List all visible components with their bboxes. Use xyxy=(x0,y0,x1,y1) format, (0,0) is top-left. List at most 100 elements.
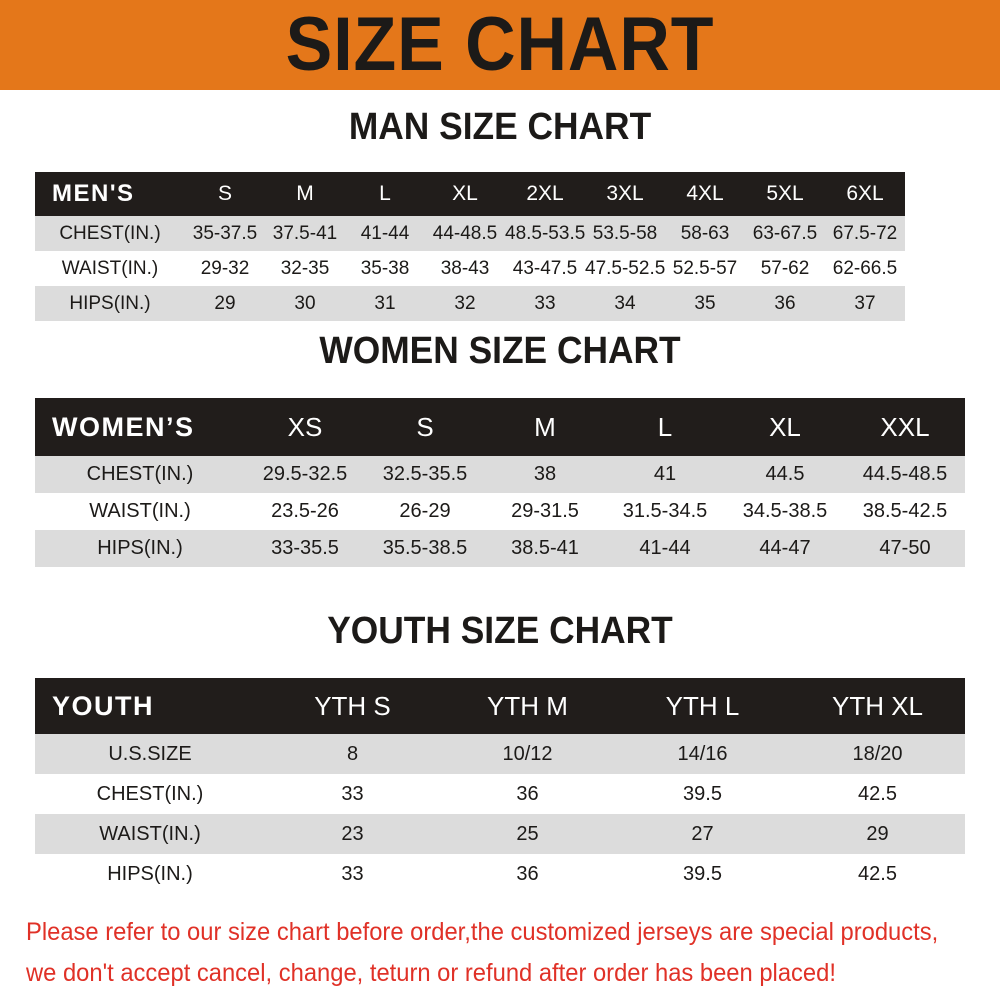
youth-cell-r4-c4: 42.5 xyxy=(858,862,897,885)
men-column-header-8: 5XL xyxy=(766,182,804,205)
youth-table-head: YOUTH YTH S YTH M YTH L YTH XL xyxy=(35,678,965,734)
men-cell-r3-c4: 32 xyxy=(454,292,476,314)
youth-cell-r3-c4: 29 xyxy=(866,822,889,845)
women-table-body: CHEST(IN.) 29.5-32.5 32.5-35.5 38 41 44.5 44.5… xyxy=(35,456,965,567)
women-column-header-1: XS xyxy=(287,411,323,442)
men-column-header-3: L xyxy=(379,182,391,205)
youth-cell-r2-c2: 36 xyxy=(516,782,539,805)
men-cell-r3-c3: 31 xyxy=(374,292,396,314)
women-cell-r3-c2: 35.5-38.5 xyxy=(382,537,468,559)
men-row-label-1: CHEST(IN.) xyxy=(59,222,161,244)
women-cell-r3-c5: 44-47 xyxy=(759,537,811,559)
order-policy-line-1: Please refer to our size chart before or… xyxy=(26,918,939,946)
men-cell-r1-c4: 44-48.5 xyxy=(432,222,498,244)
men-cell-r1-c5: 48.5-53.5 xyxy=(505,222,586,244)
men-cell-r2-c6: 47.5-52.5 xyxy=(585,257,666,279)
men-cell-r3-c2: 30 xyxy=(294,292,316,314)
men-cell-r1-c3: 41-44 xyxy=(360,222,410,244)
women-cell-r1-c6: 44.5-48.5 xyxy=(862,463,948,485)
men-cell-r3-c1: 29 xyxy=(214,292,236,314)
women-column-header-6: XXL xyxy=(880,411,930,442)
table-row: WAIST(IN.) 23 25 27 29 xyxy=(35,814,965,854)
women-size-table: WOMEN’S XS S M L XL XXL CHEST(IN.) 29.5-32.5 32.… xyxy=(35,398,965,567)
table-header-row: YOUTH YTH S YTH M YTH L YTH XL xyxy=(35,678,965,734)
men-cell-r2-c9: 62-66.5 xyxy=(832,257,898,279)
men-cell-r2-c1: 29-32 xyxy=(200,257,250,279)
table-row: HIPS(IN.) 33-35.5 35.5-38.5 38.5-41 41-44 44-… xyxy=(35,530,965,567)
table-row: HIPS(IN.) 29 30 31 32 33 34 35 36 37 xyxy=(35,286,905,321)
youth-row-label-2: CHEST(IN.) xyxy=(96,782,204,805)
women-cell-r3-c4: 41-44 xyxy=(639,537,691,559)
youth-cell-r1-c3: 14/16 xyxy=(677,742,728,765)
men-cell-r2-c5: 43-47.5 xyxy=(512,257,578,279)
women-cell-r2-c1: 23.5-26 xyxy=(271,500,339,522)
men-size-table: MEN'S S M L XL 2XL 3XL 4XL 5XL 6XL CHEST(IN.) 35-3… xyxy=(35,172,905,321)
men-cell-r3-c6: 34 xyxy=(614,292,636,314)
youth-column-header-3: YTH L xyxy=(665,690,740,721)
man-section-heading: MAN SIZE CHART xyxy=(348,106,652,148)
table-row: CHEST(IN.) 33 36 39.5 42.5 xyxy=(35,774,965,814)
table-header-row: MEN'S S M L XL 2XL 3XL 4XL 5XL 6XL xyxy=(35,172,905,216)
men-column-header-4: XL xyxy=(452,182,478,205)
order-policy-line-2: we don't accept cancel, change, teturn o… xyxy=(26,959,836,987)
youth-row-label-1: U.S.SIZE xyxy=(108,742,192,765)
men-cell-r2-c3: 35-38 xyxy=(360,257,410,279)
women-column-header-4: L xyxy=(657,411,673,442)
women-cell-r3-c3: 38.5-41 xyxy=(511,537,579,559)
youth-cell-r4-c2: 36 xyxy=(516,862,539,885)
men-column-header-9: 6XL xyxy=(846,182,884,205)
women-cell-r1-c2: 32.5-35.5 xyxy=(382,463,468,485)
men-cell-r1-c9: 67.5-72 xyxy=(832,222,898,244)
women-cell-r2-c5: 34.5-38.5 xyxy=(742,500,828,522)
women-cell-r1-c3: 38 xyxy=(533,463,557,485)
youth-cell-r1-c2: 10/12 xyxy=(502,742,553,765)
men-column-header-7: 4XL xyxy=(686,182,724,205)
women-section-heading: WOMEN SIZE CHART xyxy=(319,330,681,372)
men-row-label-3: HIPS(IN.) xyxy=(69,292,151,314)
youth-cell-r1-c4: 18/20 xyxy=(852,742,903,765)
table-row: WAIST(IN.) 29-32 32-35 35-38 38-43 43-47.5 47.… xyxy=(35,251,905,286)
men-cell-r2-c2: 32-35 xyxy=(280,257,330,279)
men-cell-r1-c2: 37.5-41 xyxy=(272,222,338,244)
youth-section-heading: YOUTH SIZE CHART xyxy=(327,610,673,652)
men-cell-r3-c7: 35 xyxy=(694,292,716,314)
women-row-label-2: WAIST(IN.) xyxy=(89,500,191,522)
women-column-header-5: XL xyxy=(769,411,801,442)
men-cell-r3-c5: 33 xyxy=(534,292,556,314)
men-row-label-2: WAIST(IN.) xyxy=(61,257,159,279)
men-cell-r1-c8: 63-67.5 xyxy=(752,222,818,244)
youth-cell-r2-c1: 33 xyxy=(341,782,364,805)
table-row: WAIST(IN.) 23.5-26 26-29 29-31.5 31.5-34.5 34… xyxy=(35,493,965,530)
men-cell-r1-c6: 53.5-58 xyxy=(592,222,658,244)
page-title: SIZE CHART xyxy=(285,2,715,87)
men-column-header-6: 3XL xyxy=(606,182,644,205)
youth-cell-r4-c3: 39.5 xyxy=(683,862,722,885)
youth-cell-r1-c1: 8 xyxy=(346,742,359,765)
youth-column-header-1: YTH S xyxy=(314,690,391,721)
table-row: U.S.SIZE 8 10/12 14/16 18/20 xyxy=(35,734,965,774)
men-cell-r3-c9: 37 xyxy=(854,292,876,314)
page-banner: SIZE CHART xyxy=(0,0,1000,90)
men-table-corner-label: MEN'S xyxy=(52,180,135,207)
women-table-corner-label: WOMEN’S xyxy=(52,411,195,442)
women-cell-r2-c3: 29-31.5 xyxy=(511,500,579,522)
women-cell-r3-c1: 33-35.5 xyxy=(271,537,339,559)
youth-row-label-3: WAIST(IN.) xyxy=(99,822,201,845)
women-cell-r2-c2: 26-29 xyxy=(399,500,451,522)
table-header-row: WOMEN’S XS S M L XL XXL xyxy=(35,398,965,456)
youth-cell-r2-c3: 39.5 xyxy=(683,782,722,805)
youth-column-header-2: YTH M xyxy=(487,690,568,721)
women-row-label-1: CHEST(IN.) xyxy=(86,463,194,485)
women-table-head: WOMEN’S XS S M L XL XXL xyxy=(35,398,965,456)
women-cell-r1-c5: 44.5 xyxy=(765,463,805,485)
women-cell-r2-c4: 31.5-34.5 xyxy=(622,500,708,522)
youth-cell-r3-c3: 27 xyxy=(691,822,714,845)
table-row: HIPS(IN.) 33 36 39.5 42.5 xyxy=(35,854,965,894)
table-row: CHEST(IN.) 29.5-32.5 32.5-35.5 38 41 44.5 44.5… xyxy=(35,456,965,493)
men-cell-r1-c1: 35-37.5 xyxy=(192,222,258,244)
youth-cell-r2-c4: 42.5 xyxy=(858,782,897,805)
youth-column-header-4: YTH XL xyxy=(831,690,924,721)
youth-table-body: U.S.SIZE 8 10/12 14/16 18/20 CHEST(IN.) 33 36 39… xyxy=(35,734,965,894)
table-row: CHEST(IN.) 35-37.5 37.5-41 41-44 44-48.5 48.5… xyxy=(35,216,905,251)
men-table-head: MEN'S S M L XL 2XL 3XL 4XL 5XL 6XL xyxy=(35,172,905,216)
